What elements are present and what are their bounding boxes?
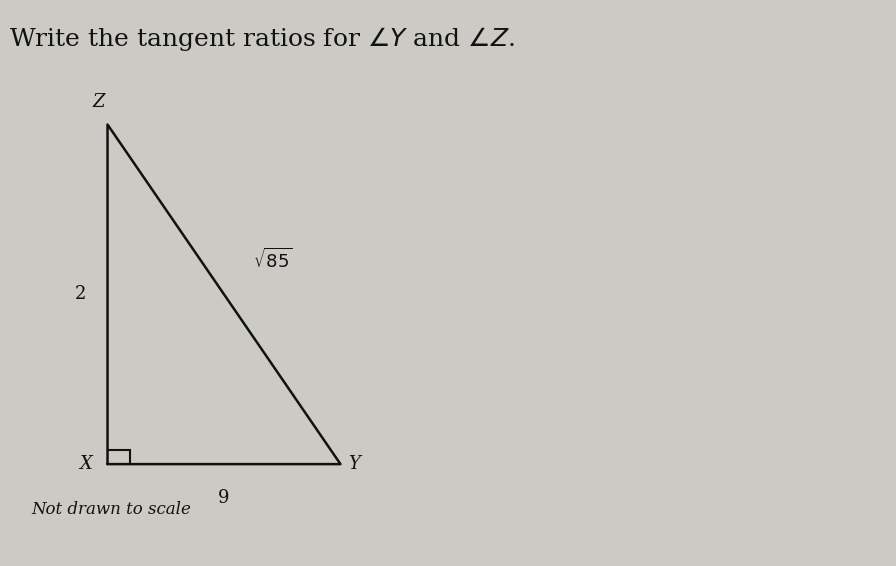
Text: X: X (79, 455, 91, 473)
Text: 2: 2 (75, 285, 86, 303)
Text: $\sqrt{85}$: $\sqrt{85}$ (254, 248, 293, 272)
Text: Not drawn to scale: Not drawn to scale (31, 501, 191, 518)
Text: 9: 9 (219, 489, 229, 507)
Text: Write the tangent ratios for $\angle Y$ and $\angle Z$.: Write the tangent ratios for $\angle Y$ … (9, 25, 515, 53)
Text: Y: Y (348, 455, 360, 473)
Text: Z: Z (92, 93, 105, 111)
